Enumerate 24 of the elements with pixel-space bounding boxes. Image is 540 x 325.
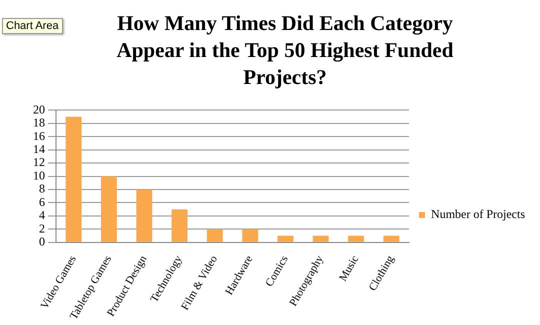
y-tick-label: 8 — [39, 182, 45, 196]
bar — [242, 229, 258, 242]
text: Chart Area — [2, 18, 63, 34]
bar — [383, 236, 400, 242]
bar — [312, 236, 329, 242]
bar — [66, 116, 82, 242]
y-tick-label: 12 — [33, 155, 45, 170]
bar — [278, 236, 294, 242]
y-tick-label: 18 — [33, 116, 45, 130]
y-tick-label: 2 — [39, 221, 45, 236]
y-tick-label: 20 — [33, 102, 45, 116]
bar — [101, 176, 117, 242]
bar — [172, 209, 188, 242]
bar — [348, 236, 364, 242]
y-tick-label: 6 — [39, 194, 45, 209]
y-tick-label: 14 — [33, 142, 45, 156]
y-tick-label: 4 — [39, 208, 45, 222]
y-tick-label: 16 — [33, 128, 45, 143]
bar — [136, 190, 152, 242]
bar — [206, 229, 223, 242]
chart-title: How Many Times Did Each Category Appear in the Top 50 Highest Funded Projects? — [116, 10, 454, 91]
legend-label: Number of Projects — [431, 207, 526, 222]
y-tick-label: 10 — [33, 168, 45, 182]
y-tick-label: 0 — [39, 234, 45, 249]
